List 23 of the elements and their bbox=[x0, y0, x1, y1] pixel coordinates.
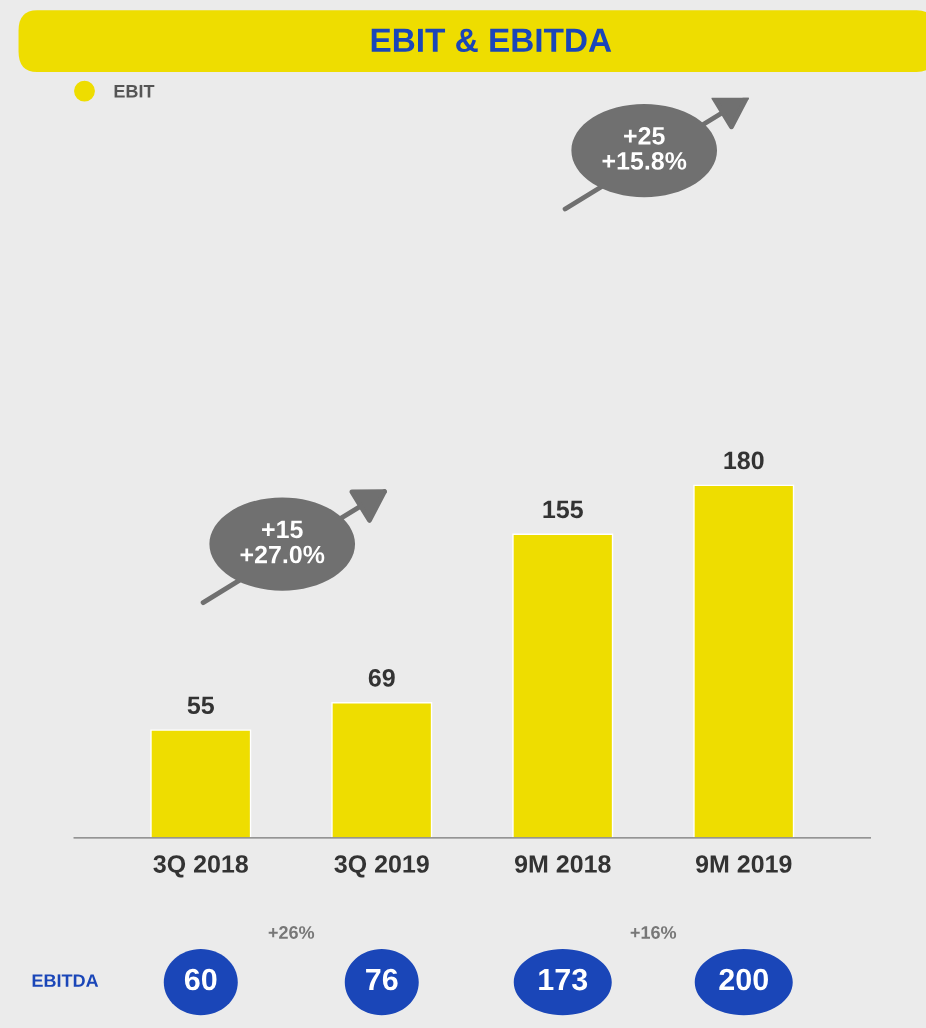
text: +26% bbox=[268, 926, 315, 939]
bar bbox=[331, 702, 433, 838]
bar bbox=[150, 729, 252, 838]
text: +16% bbox=[630, 926, 677, 939]
x-tick-label: 3Q 2019 bbox=[334, 855, 429, 878]
text: 76 bbox=[366, 968, 398, 991]
data-label: 69 bbox=[368, 668, 395, 687]
annotation: +15 +27.0% bbox=[240, 520, 325, 564]
x-tick-label: 9M 2018 bbox=[514, 855, 611, 873]
bar bbox=[512, 533, 614, 838]
x-tick-label: 3Q 2018 bbox=[153, 855, 248, 878]
data-label: 155 bbox=[543, 500, 583, 519]
bar bbox=[693, 484, 795, 838]
x-tick-label: 9M 2019 bbox=[695, 855, 792, 873]
chart-title: EBIT & EBITDA bbox=[371, 28, 612, 53]
text: +25 +15.8% bbox=[602, 126, 687, 170]
text: EBITDA bbox=[32, 974, 99, 987]
data-label: 180 bbox=[724, 451, 764, 470]
text: 60 bbox=[184, 968, 217, 991]
data-label: 55 bbox=[187, 696, 214, 715]
legend-label: EBIT bbox=[114, 84, 155, 98]
text: 173 bbox=[539, 968, 588, 991]
text: 200 bbox=[719, 968, 768, 991]
